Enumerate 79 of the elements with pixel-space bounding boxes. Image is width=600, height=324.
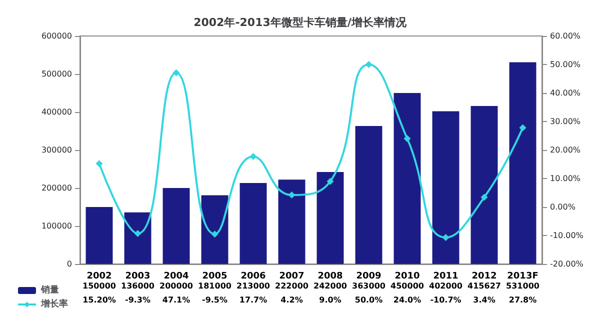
- y-tick-label: 200000: [41, 184, 72, 192]
- bar: [432, 111, 460, 264]
- data-label: 47.1%: [162, 296, 190, 304]
- point: [96, 160, 103, 168]
- point: [480, 194, 488, 201]
- y-tick-label: 500000: [41, 70, 72, 78]
- x-tick-label: 2011: [433, 272, 458, 282]
- x-tick-label: 2003: [125, 272, 150, 282]
- data-label: 242000: [314, 282, 348, 290]
- y-tick-label: 600000: [41, 32, 72, 40]
- bar: [278, 180, 306, 264]
- bar: [162, 188, 190, 264]
- y2-tick-label: 30.00%: [550, 117, 581, 126]
- bar: [86, 207, 113, 264]
- bar: [316, 172, 344, 264]
- point: [519, 124, 526, 132]
- data-label: 15.20%: [82, 296, 116, 304]
- x-tick-label: 2005: [202, 272, 228, 282]
- point: [250, 153, 257, 160]
- bar: [470, 106, 498, 264]
- chart-title: 2002年-2013年微型卡车销量/增长率情况: [194, 16, 408, 29]
- x-tick-label: 2012: [472, 272, 497, 282]
- data-label: 363000: [352, 282, 386, 290]
- bar: [124, 212, 152, 264]
- data-label: 4.2%: [280, 296, 303, 304]
- point: [442, 234, 450, 241]
- legend-label: 销量: [40, 284, 59, 296]
- point: [288, 192, 296, 199]
- y-tick-label: 300000: [41, 146, 72, 154]
- bar: [394, 93, 421, 264]
- point: [134, 230, 142, 238]
- data-label: -9.3%: [124, 296, 151, 304]
- legend-label: 增长率: [40, 298, 68, 310]
- data-label: 9.0%: [319, 296, 342, 304]
- point: [365, 61, 372, 68]
- x-tick-label: 2013F: [507, 272, 538, 282]
- data-label: 27.8%: [508, 296, 537, 304]
- point: [172, 69, 180, 76]
- data-label: 200000: [160, 282, 194, 290]
- point: [326, 178, 334, 185]
- data-label: 415627: [468, 282, 501, 290]
- y2-tick-label: 50.00%: [550, 60, 581, 69]
- x-tick-label: 2010: [394, 272, 420, 282]
- data-label: 450000: [390, 282, 424, 290]
- y-tick-label: 400000: [41, 108, 72, 116]
- data-label: 24.0%: [393, 296, 422, 304]
- x-tick-label: 2004: [164, 272, 189, 282]
- x-tick-label: 2006: [240, 272, 266, 282]
- data-label: 150000: [82, 282, 116, 290]
- x-tick-label: 2002: [86, 272, 112, 282]
- data-label: 3.4%: [473, 296, 496, 304]
- y2-tick-label: 40.00%: [550, 88, 581, 98]
- bar: [355, 126, 382, 264]
- data-label: 222000: [275, 282, 309, 290]
- data-label: -9.5%: [202, 296, 228, 304]
- y2-tick-label: 20.00%: [550, 146, 581, 154]
- data-label: 136000: [121, 282, 155, 290]
- y2-tick-label: 10.00%: [550, 174, 581, 183]
- data-label: 213000: [236, 282, 270, 290]
- x-tick-label: 2008: [318, 272, 343, 282]
- data-label: 402000: [429, 282, 463, 290]
- data-label: 50.0%: [354, 296, 383, 304]
- bar: [240, 183, 267, 264]
- y-tick-label: 0: [66, 260, 72, 268]
- y2-tick-label: -20.00%: [550, 260, 584, 268]
- y2-tick-label: 0.00%: [550, 202, 576, 212]
- y-tick-label: 100000: [41, 222, 72, 230]
- y2-tick-label: 60.00%: [550, 32, 581, 40]
- point: [404, 135, 411, 142]
- data-label: 531000: [506, 282, 540, 290]
- point: [211, 230, 218, 238]
- data-label: 181000: [198, 282, 232, 290]
- data-label: -10.7%: [430, 296, 462, 304]
- x-tick-label: 2007: [279, 272, 304, 282]
- bar: [509, 62, 536, 264]
- data-label: 17.7%: [239, 296, 268, 304]
- x-tick-label: 2009: [356, 272, 382, 282]
- y2-tick-label: -10.00%: [550, 231, 584, 240]
- bar: [201, 195, 228, 264]
